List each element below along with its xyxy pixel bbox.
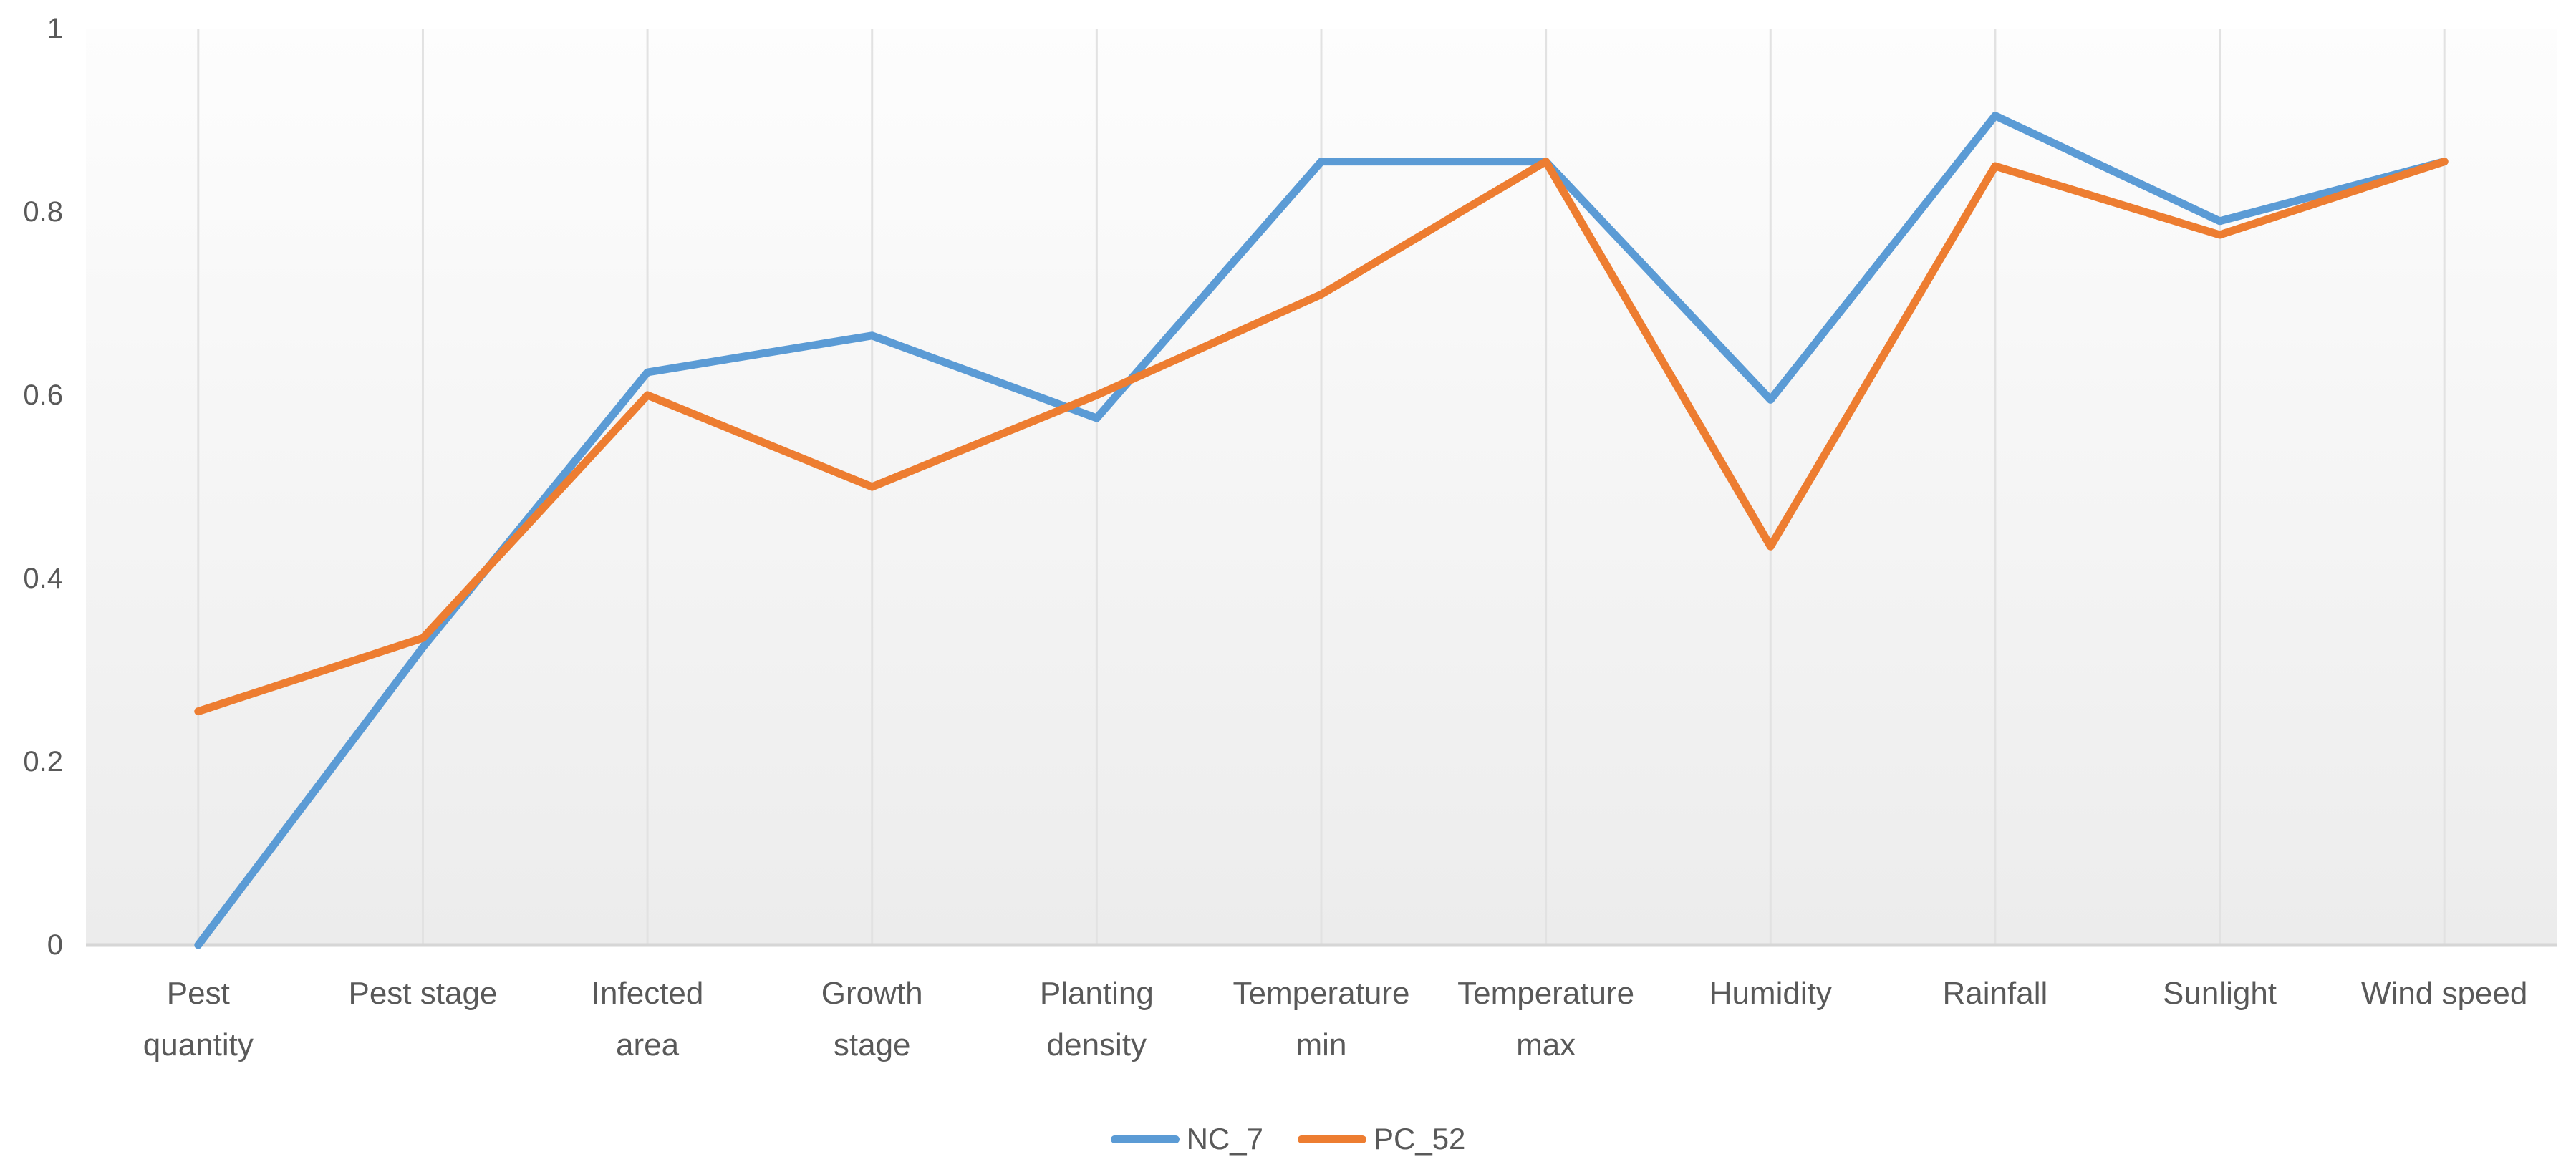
legend-label-nc7: NC_7: [1186, 1122, 1263, 1156]
x-category-label-0: Pest quantity: [143, 976, 254, 1062]
y-tick-label-0.4: 0.4: [23, 563, 63, 594]
x-category-label-2: Infected area: [591, 976, 704, 1062]
legend-label-pc52: PC_52: [1373, 1122, 1466, 1156]
x-category-label-5: Temperature min: [1232, 976, 1410, 1062]
y-tick-label-0: 0: [47, 929, 63, 961]
x-category-label-9: Sunlight: [2163, 976, 2277, 1011]
legend-swatch-pc52: [1297, 1135, 1366, 1143]
y-tick-label-1: 1: [47, 13, 63, 44]
y-tick-label-0.6: 0.6: [23, 379, 63, 411]
series-line-PC_52[interactable]: [194, 158, 2449, 716]
x-category-label-1: Pest stage: [348, 976, 498, 1011]
x-category-label-7: Humidity: [1709, 976, 1832, 1011]
x-category-label-8: Rainfall: [1942, 976, 2048, 1011]
legend-item-nc7[interactable]: NC_7: [1110, 1122, 1263, 1156]
legend: NC_7 PC_52: [0, 1114, 2576, 1164]
x-category-label-4: Planting density: [1039, 976, 1154, 1062]
y-tick-label-0.8: 0.8: [23, 196, 63, 228]
legend-item-pc52[interactable]: PC_52: [1297, 1122, 1466, 1156]
x-category-label-3: Growth stage: [821, 976, 923, 1062]
x-category-label-10: Wind speed: [2360, 976, 2528, 1011]
series-line-NC_7[interactable]: [194, 112, 2449, 949]
y-tick-label-0.2: 0.2: [23, 746, 63, 778]
legend-swatch-nc7: [1110, 1135, 1180, 1143]
x-category-label-6: Temperature max: [1457, 976, 1635, 1062]
